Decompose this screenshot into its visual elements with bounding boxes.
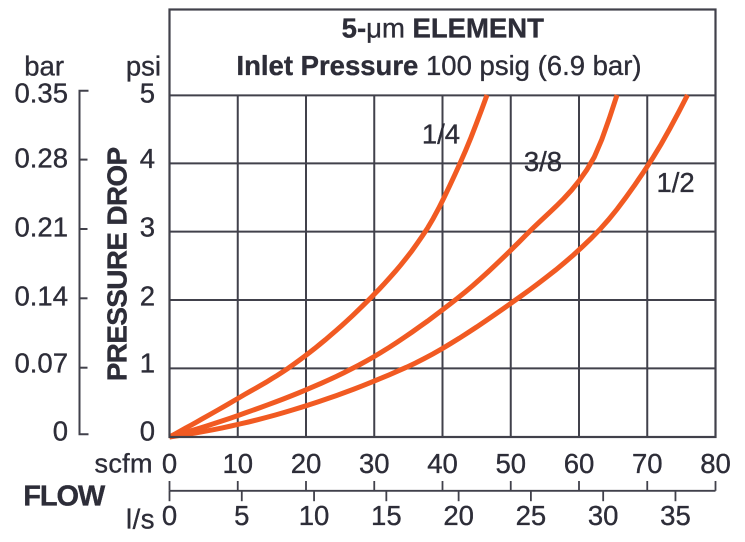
svg-text:5: 5 <box>234 500 249 531</box>
svg-text:2: 2 <box>140 280 155 311</box>
svg-text:20: 20 <box>291 448 322 479</box>
svg-text:10: 10 <box>299 500 330 531</box>
svg-text:60: 60 <box>564 448 595 479</box>
svg-text:35: 35 <box>660 500 691 531</box>
svg-text:50: 50 <box>495 448 526 479</box>
svg-text:0: 0 <box>53 416 68 447</box>
svg-text:0.14: 0.14 <box>14 280 68 311</box>
svg-text:0: 0 <box>162 500 177 531</box>
svg-text:5-μm ELEMENT: 5-μm ELEMENT <box>342 12 544 43</box>
svg-text:1/2: 1/2 <box>656 167 694 198</box>
svg-text:80: 80 <box>700 448 731 479</box>
svg-text:psi: psi <box>126 51 161 82</box>
svg-text:0: 0 <box>162 448 177 479</box>
svg-text:20: 20 <box>443 500 474 531</box>
svg-text:3/8: 3/8 <box>524 146 562 177</box>
svg-text:30: 30 <box>359 448 390 479</box>
svg-text:0.35: 0.35 <box>14 78 68 109</box>
svg-text:30: 30 <box>588 500 619 531</box>
svg-text:70: 70 <box>632 448 663 479</box>
svg-text:40: 40 <box>427 448 458 479</box>
svg-text:scfm: scfm <box>95 449 153 479</box>
svg-text:PRESSURE DROP: PRESSURE DROP <box>102 147 133 382</box>
svg-text:4: 4 <box>140 143 155 174</box>
svg-text:25: 25 <box>516 500 547 531</box>
svg-text:0: 0 <box>140 416 155 447</box>
svg-text:bar: bar <box>24 51 64 82</box>
svg-text:1/4: 1/4 <box>422 119 460 150</box>
svg-text:l/s: l/s <box>126 504 155 535</box>
svg-text:0.21: 0.21 <box>14 211 68 242</box>
svg-text:3: 3 <box>140 211 155 242</box>
svg-text:10: 10 <box>222 448 253 479</box>
svg-text:0.28: 0.28 <box>14 143 68 174</box>
svg-text:15: 15 <box>371 500 402 531</box>
svg-text:1: 1 <box>140 347 155 378</box>
svg-text:FLOW: FLOW <box>23 481 106 513</box>
svg-text:5: 5 <box>140 78 155 109</box>
svg-text:0.07: 0.07 <box>14 347 68 378</box>
svg-text:Inlet Pressure 100 psig (6.9 b: Inlet Pressure 100 psig (6.9 bar) <box>236 50 641 81</box>
